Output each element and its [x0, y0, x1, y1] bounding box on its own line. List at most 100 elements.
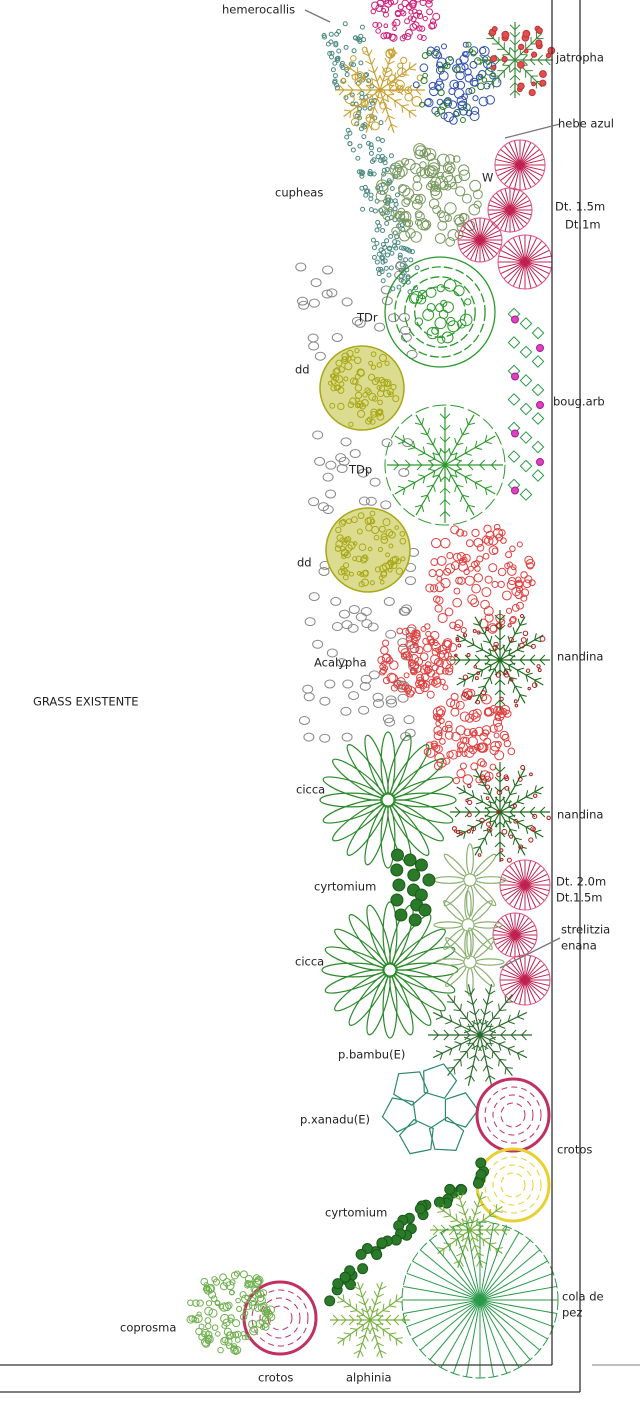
plant-stroke	[418, 903, 432, 917]
plant-stroke	[448, 1229, 455, 1236]
plant-stroke	[464, 575, 475, 586]
plant-stroke	[412, 1299, 481, 1340]
plant-stroke	[519, 402, 533, 416]
plant-stroke	[494, 689, 501, 696]
plant-stroke	[479, 694, 483, 702]
plant-stroke	[367, 171, 373, 177]
plant-stroke	[439, 487, 446, 494]
plant-stroke	[374, 1301, 382, 1306]
plant-stroke	[480, 690, 487, 696]
plant-stroke	[509, 979, 526, 1000]
plant-stroke	[517, 1050, 525, 1054]
plant-stroke	[402, 434, 406, 442]
plant-stroke	[371, 1248, 383, 1260]
plant-stroke	[412, 181, 423, 192]
plant-stroke	[225, 1301, 233, 1310]
plant-stroke	[501, 733, 510, 742]
plant-stroke	[518, 844, 524, 850]
plant-stroke	[456, 634, 501, 661]
plant-stroke	[492, 645, 498, 651]
plant-stroke	[507, 450, 521, 463]
plant-stroke	[380, 157, 386, 163]
plant-stroke	[479, 1299, 495, 1377]
plant-stroke	[358, 705, 370, 715]
plant-stroke	[403, 853, 417, 867]
plant-stroke	[433, 1029, 439, 1036]
plant-stroke	[367, 69, 375, 74]
plant-stroke	[417, 34, 423, 40]
plant-stroke	[348, 1319, 355, 1326]
plant-stroke	[480, 795, 484, 803]
plant-stroke	[204, 1330, 213, 1339]
plant-stroke	[428, 569, 437, 578]
plant-stroke	[516, 669, 520, 677]
plant-stroke	[485, 626, 490, 632]
plant-stroke	[378, 207, 384, 213]
plant-stroke	[450, 474, 458, 478]
plant-stroke	[443, 62, 451, 70]
plant-stroke	[466, 1011, 469, 1019]
plant-stroke	[234, 1337, 241, 1343]
plant-stroke	[376, 1323, 384, 1326]
plant-stroke	[404, 158, 416, 171]
plant-stroke	[464, 73, 474, 83]
plant-stroke	[398, 267, 404, 273]
plant-stroke	[508, 664, 511, 672]
plant-stroke	[412, 175, 421, 184]
plant-stroke	[444, 163, 453, 172]
plant-stroke	[486, 826, 493, 833]
plant-stroke	[341, 732, 353, 742]
plant-stroke	[524, 979, 532, 1005]
plant-stroke	[511, 429, 519, 438]
plant-stroke	[466, 843, 474, 875]
plant-stroke	[414, 210, 423, 219]
label: Dt. 2.0m	[556, 875, 606, 889]
plant-stroke	[471, 528, 480, 538]
plant-stroke	[502, 968, 526, 981]
plant-stroke	[222, 1278, 232, 1287]
plant-stroke	[438, 70, 449, 81]
plant-stroke	[241, 1334, 248, 1341]
plant-stroke	[403, 715, 415, 725]
plant-stroke	[370, 237, 376, 243]
plant-stroke	[488, 1208, 491, 1216]
plant-stroke	[529, 659, 536, 666]
plant-stroke	[210, 1295, 218, 1303]
plant-stroke	[334, 367, 341, 374]
plant-stroke	[344, 93, 355, 105]
plant-stroke	[318, 566, 330, 576]
plant-stroke	[493, 1224, 500, 1231]
plant-stroke	[501, 1224, 508, 1231]
plant-stroke	[473, 921, 503, 929]
plant-stroke	[522, 630, 529, 637]
plant-stroke	[379, 47, 395, 91]
plant-stroke	[371, 254, 377, 260]
plant-stroke	[479, 1232, 520, 1301]
plant-stroke	[397, 252, 403, 258]
plant-stroke	[537, 668, 542, 673]
plant-stroke	[508, 816, 511, 824]
plant-stroke	[375, 190, 387, 202]
plant-stroke	[489, 745, 499, 756]
plant-stroke	[337, 1319, 371, 1344]
plant-stroke	[428, 464, 434, 471]
plant-stroke	[308, 298, 320, 308]
plant-stroke	[498, 1041, 506, 1045]
plant-stroke	[470, 825, 477, 832]
plant-stroke	[343, 376, 349, 382]
plant-stroke	[232, 1319, 241, 1328]
plant-stroke	[208, 1308, 218, 1318]
plant-stroke	[200, 1277, 209, 1286]
plant-stroke	[478, 685, 486, 689]
plant-stroke	[455, 700, 465, 710]
plant-stroke	[455, 1239, 458, 1247]
plant-stroke	[380, 278, 386, 284]
plant-stroke	[524, 249, 550, 263]
plant-stroke	[456, 528, 465, 537]
plant-stroke	[499, 696, 504, 702]
plant-stroke	[436, 555, 447, 566]
plant-stroke	[392, 26, 397, 32]
plant-stroke	[308, 497, 320, 507]
plant-stroke	[496, 623, 502, 629]
plant-stroke	[363, 72, 366, 80]
